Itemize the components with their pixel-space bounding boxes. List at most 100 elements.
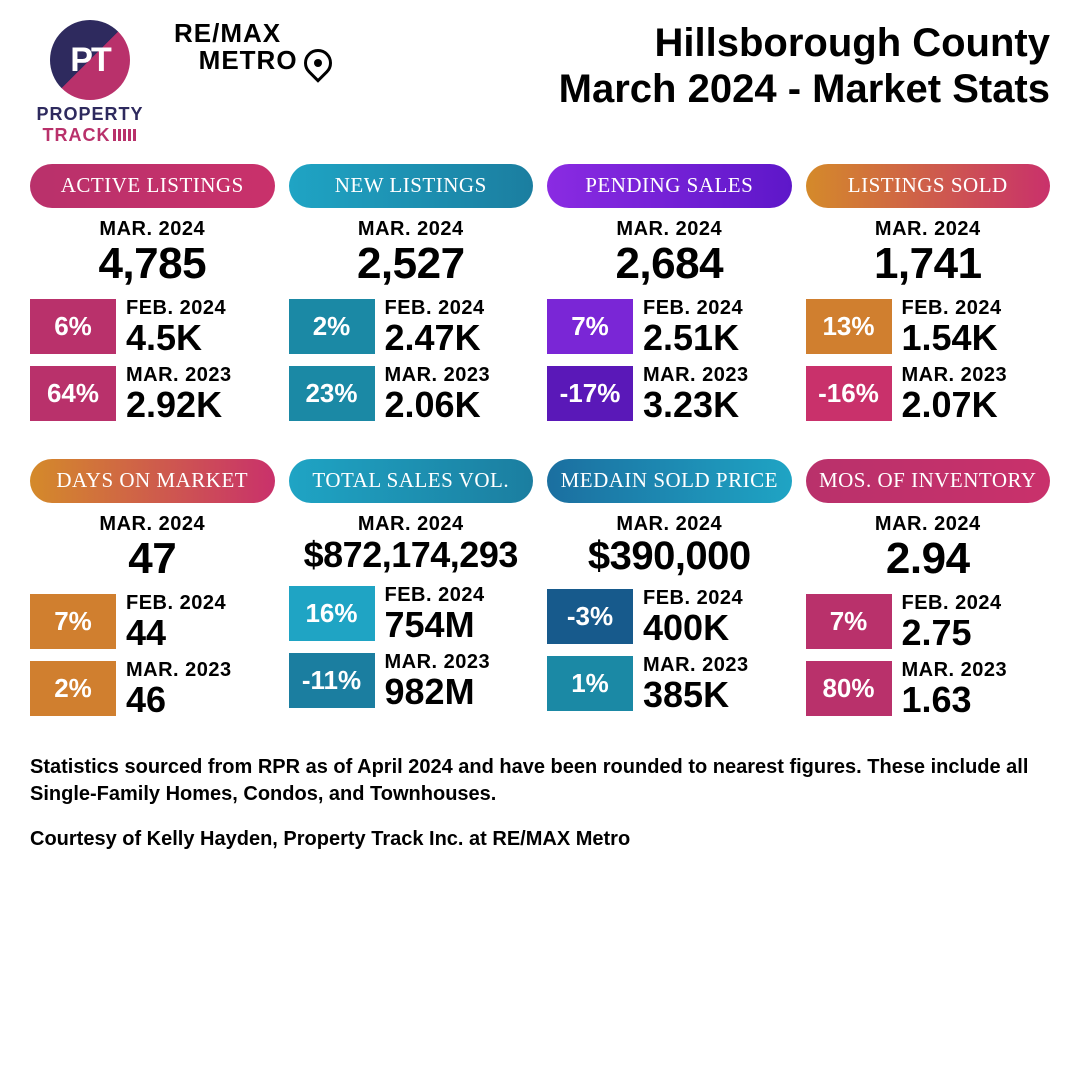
comparison-text: MAR. 202346 (126, 659, 232, 718)
comparison-row: 2%FEB. 20242.47K (289, 297, 534, 356)
current-value: 1,741 (806, 239, 1051, 289)
current-period-label: MAR. 2024 (806, 513, 1051, 536)
comparison-value: 385K (643, 677, 749, 713)
comparison-text: FEB. 20242.75 (902, 592, 1002, 651)
stat-pill: TOTAL SALES VOL. (289, 459, 534, 503)
comparison-value: 3.23K (643, 387, 749, 423)
comparison-row: 13%FEB. 20241.54K (806, 297, 1051, 356)
percent-change-box: 16% (289, 586, 375, 641)
comparison-text: MAR. 20232.92K (126, 364, 232, 423)
comparison-row: 2%MAR. 202346 (30, 659, 275, 718)
comparison-text: MAR. 20233.23K (643, 364, 749, 423)
percent-change-box: -17% (547, 366, 633, 421)
comparison-row: -17%MAR. 20233.23K (547, 364, 792, 423)
stat-card: MEDAIN SOLD PRICEMAR. 2024$390,000-3%FEB… (547, 459, 792, 718)
comparison-value: 982M (385, 674, 491, 710)
comparison-text: FEB. 20242.47K (385, 297, 485, 356)
page-title: Hillsborough County March 2024 - Market … (559, 20, 1050, 112)
comparison-value: 754M (385, 607, 485, 643)
comparison-text: FEB. 202444 (126, 592, 226, 651)
stat-pill: NEW LISTINGS (289, 164, 534, 208)
comparison-text: FEB. 2024400K (643, 587, 743, 646)
title-line-1: Hillsborough County (559, 20, 1050, 66)
stat-card: TOTAL SALES VOL.MAR. 2024$872,174,29316%… (289, 459, 534, 718)
title-line-2: March 2024 - Market Stats (559, 66, 1050, 112)
percent-change-box: -16% (806, 366, 892, 421)
stats-grid-top: ACTIVE LISTINGSMAR. 20244,7856%FEB. 2024… (30, 164, 1050, 423)
comparison-text: FEB. 20244.5K (126, 297, 226, 356)
remax-word: RE/MAX (174, 18, 281, 48)
current-value: 2,527 (289, 239, 534, 289)
comparison-row: 1%MAR. 2023385K (547, 654, 792, 713)
current-value: 4,785 (30, 239, 275, 289)
current-value: 2.94 (806, 534, 1051, 584)
percent-change-box: -3% (547, 589, 633, 644)
comparison-row: -16%MAR. 20232.07K (806, 364, 1051, 423)
comparison-row: 7%FEB. 20242.51K (547, 297, 792, 356)
current-period-label: MAR. 2024 (289, 218, 534, 241)
stats-grid-bottom: DAYS ON MARKETMAR. 2024477%FEB. 2024442%… (30, 459, 1050, 718)
current-period-label: MAR. 2024 (30, 218, 275, 241)
current-period-label: MAR. 2024 (30, 513, 275, 536)
current-value: 2,684 (547, 239, 792, 289)
comparison-row: 23%MAR. 20232.06K (289, 364, 534, 423)
stat-card: ACTIVE LISTINGSMAR. 20244,7856%FEB. 2024… (30, 164, 275, 423)
percent-change-box: 23% (289, 366, 375, 421)
comparison-value: 2.07K (902, 387, 1008, 423)
header: PT PROPERTY TRACK RE/MAX METRO Hillsboro… (30, 20, 1050, 146)
comparison-value: 400K (643, 610, 743, 646)
current-value: 47 (30, 534, 275, 584)
stat-card: PENDING SALES MAR. 20242,684 7%FEB. 20242.… (547, 164, 792, 423)
stat-card: NEW LISTINGS MAR. 20242,527 2%FEB. 20242.4… (289, 164, 534, 423)
comparison-row: 16%FEB. 2024754M (289, 584, 534, 643)
comparison-text: FEB. 20242.51K (643, 297, 743, 356)
percent-change-box: 13% (806, 299, 892, 354)
comparison-text: MAR. 2023385K (643, 654, 749, 713)
stat-card: LISTINGS SOLD MAR. 20241,741 13%FEB. 20241… (806, 164, 1051, 423)
comparison-value: 1.54K (902, 320, 1002, 356)
comparison-text: FEB. 20241.54K (902, 297, 1002, 356)
pt-initials: PT (70, 41, 109, 80)
comparison-value: 2.92K (126, 387, 232, 423)
comparison-row: 7%FEB. 202444 (30, 592, 275, 651)
footnote-credit: Courtesy of Kelly Hayden, Property Track… (30, 826, 1050, 853)
comparison-row: 64%MAR. 20232.92K (30, 364, 275, 423)
comparison-value: 1.63 (902, 682, 1008, 718)
comparison-value: 4.5K (126, 320, 226, 356)
comparison-row: 6%FEB. 20244.5K (30, 297, 275, 356)
comparison-value: 2.51K (643, 320, 743, 356)
pt-word-track: TRACK (43, 125, 111, 145)
stat-pill: MOS. OF INVENTORY (806, 459, 1051, 503)
pt-word-property: PROPERTY (36, 104, 143, 124)
percent-change-box: -11% (289, 653, 375, 708)
stat-card: DAYS ON MARKETMAR. 2024477%FEB. 2024442%… (30, 459, 275, 718)
comparison-row: -11%MAR. 2023982M (289, 651, 534, 710)
comparison-row: -3%FEB. 2024400K (547, 587, 792, 646)
footnote-source: Statistics sourced from RPR as of April … (30, 754, 1050, 808)
comparison-text: MAR. 2023982M (385, 651, 491, 710)
current-value: $872,174,293 (289, 534, 534, 576)
current-period-label: MAR. 2024 (547, 218, 792, 241)
comparison-row: 7%FEB. 20242.75 (806, 592, 1051, 651)
percent-change-box: 7% (806, 594, 892, 649)
current-period-label: MAR. 2024 (806, 218, 1051, 241)
comparison-text: MAR. 20231.63 (902, 659, 1008, 718)
stat-pill: PENDING SALES (547, 164, 792, 208)
stat-pill: MEDAIN SOLD PRICE (547, 459, 792, 503)
stat-pill: LISTINGS SOLD (806, 164, 1051, 208)
percent-change-box: 1% (547, 656, 633, 711)
comparison-value: 2.47K (385, 320, 485, 356)
map-pin-icon (298, 43, 338, 83)
comparison-value: 44 (126, 615, 226, 651)
property-track-logo: PT PROPERTY TRACK (30, 20, 150, 146)
percent-change-box: 64% (30, 366, 116, 421)
percent-change-box: 80% (806, 661, 892, 716)
comparison-value: 46 (126, 682, 232, 718)
comparison-text: MAR. 20232.06K (385, 364, 491, 423)
comparison-row: 80%MAR. 20231.63 (806, 659, 1051, 718)
comparison-text: FEB. 2024754M (385, 584, 485, 643)
percent-change-box: 6% (30, 299, 116, 354)
percent-change-box: 7% (30, 594, 116, 649)
comparison-text: MAR. 20232.07K (902, 364, 1008, 423)
comparison-value: 2.06K (385, 387, 491, 423)
